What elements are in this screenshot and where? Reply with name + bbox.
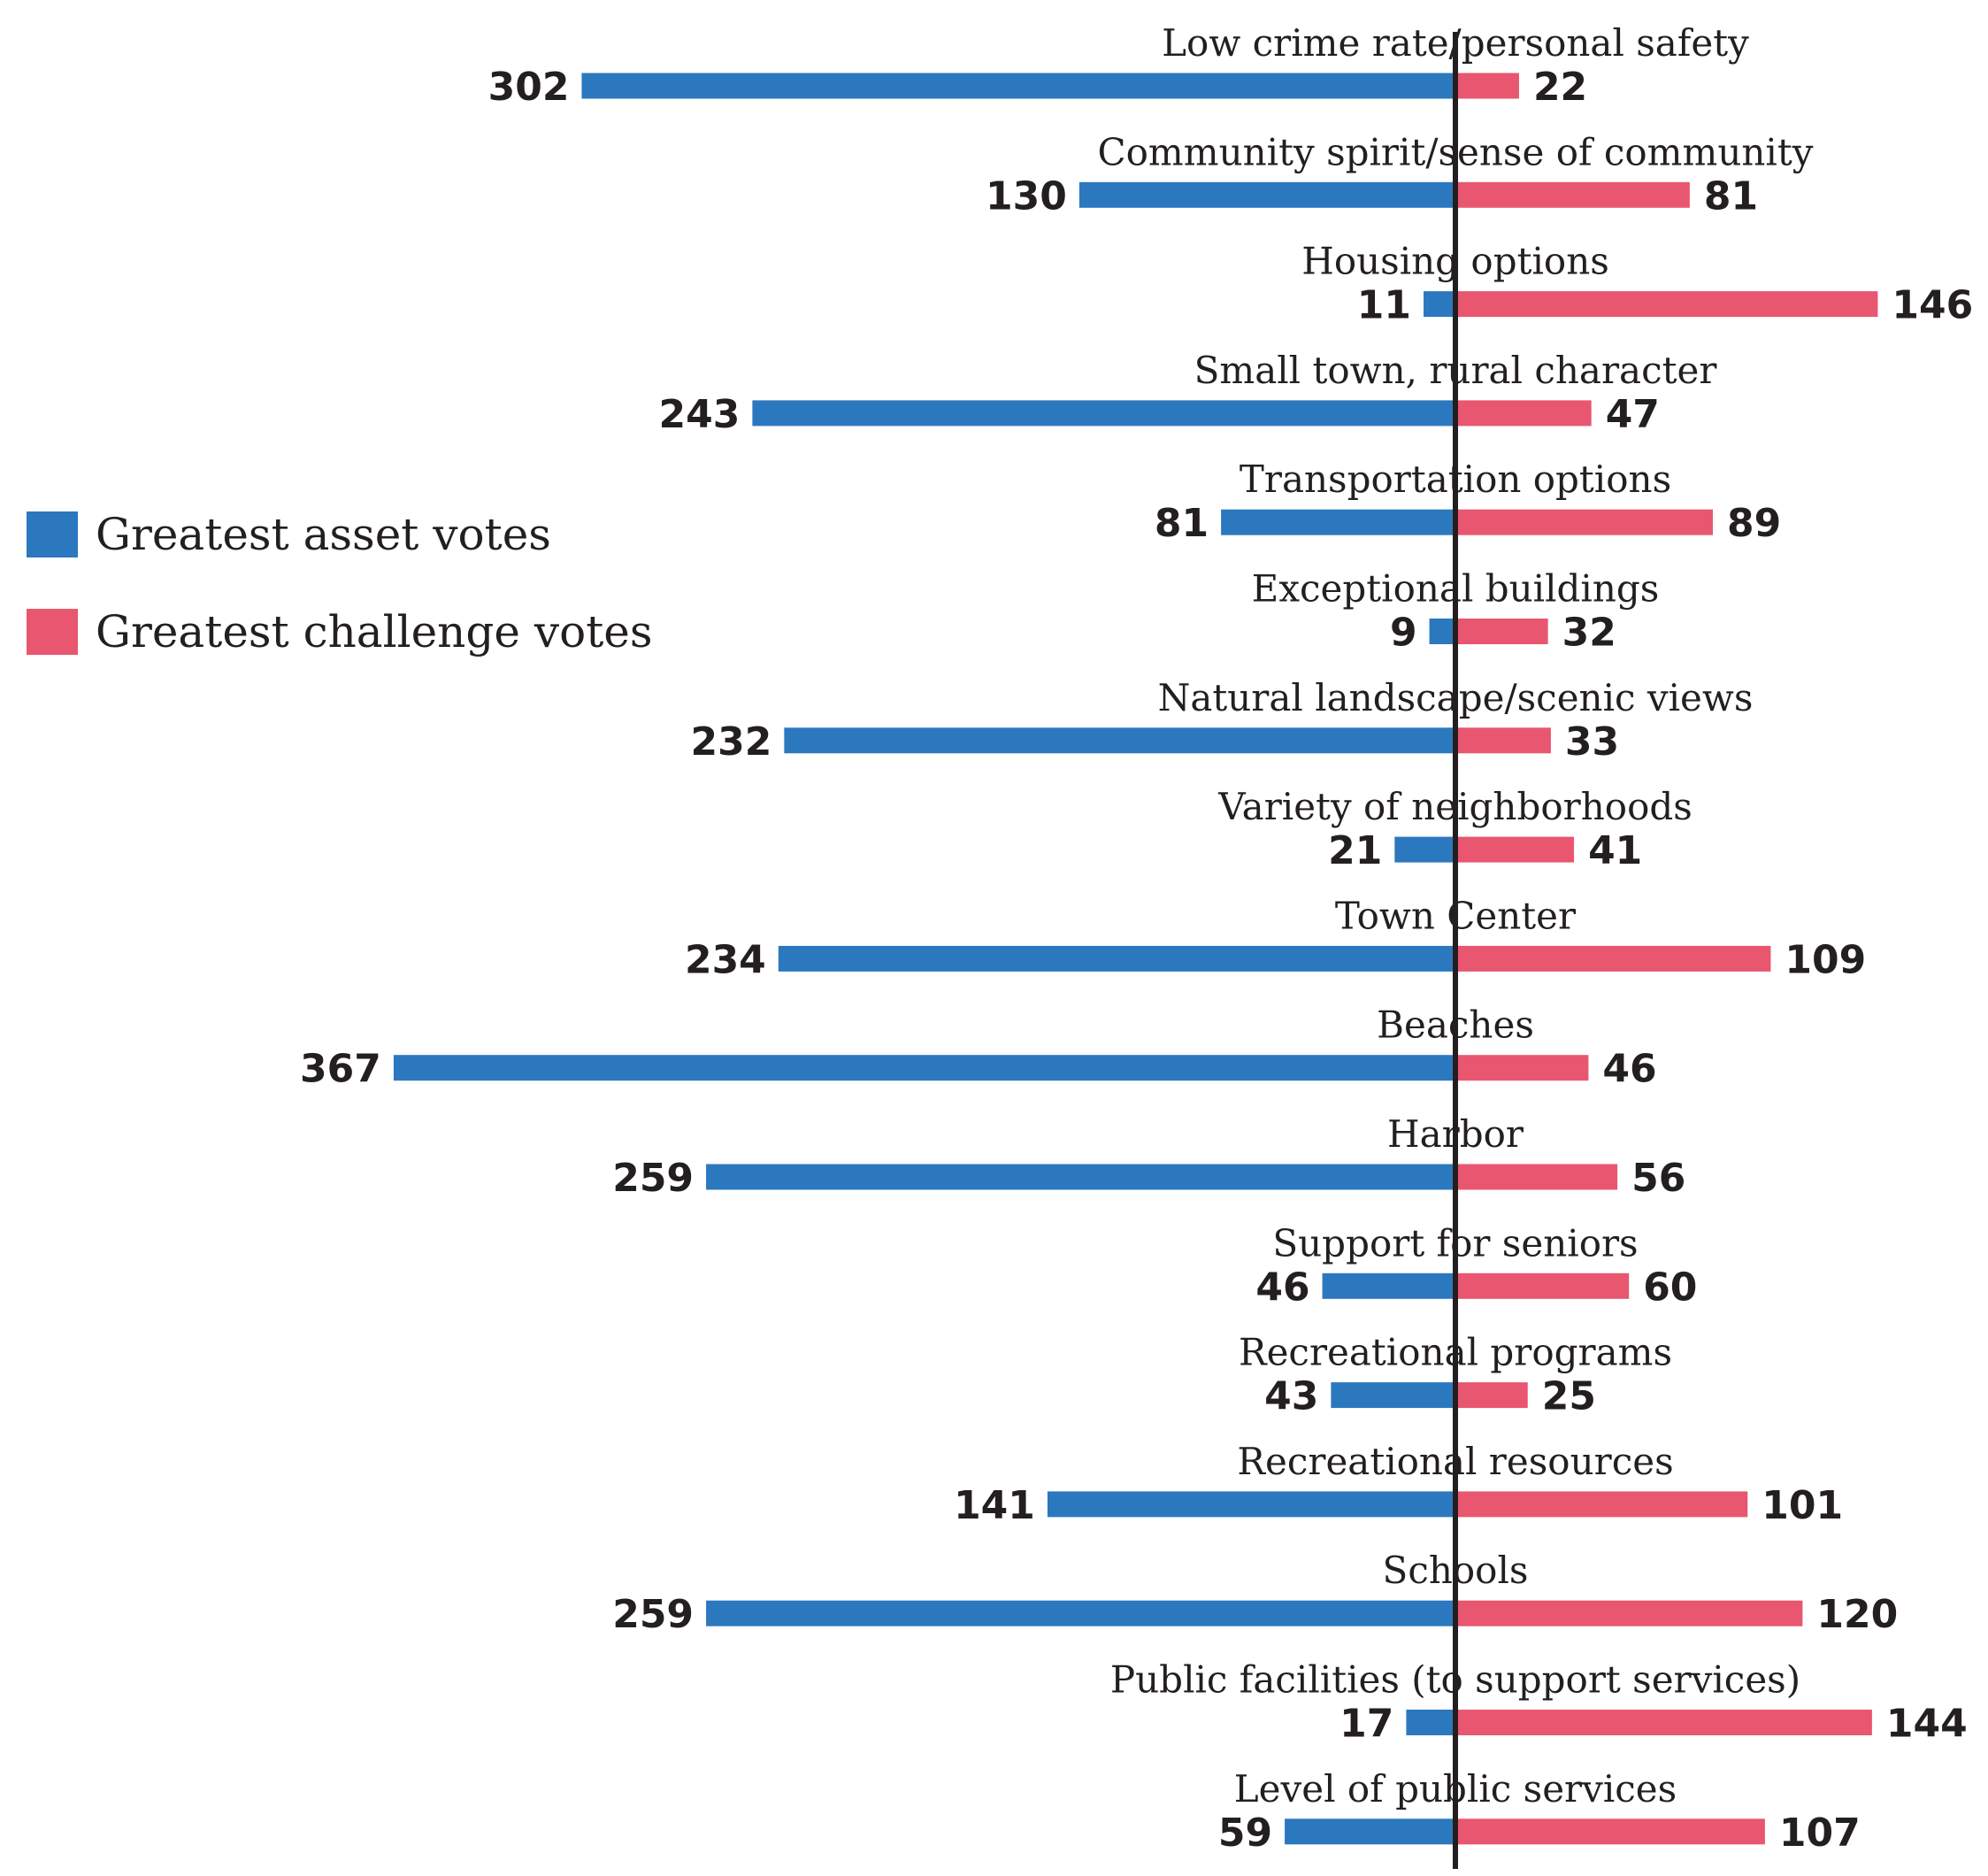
value-label-challenge: 146 [1892,283,1973,328]
value-label-challenge: 46 [1602,1047,1656,1092]
value-label-asset: 43 [1264,1374,1318,1419]
bar-challenge-exceptional-buildings [1455,619,1548,644]
value-label-asset: 367 [300,1047,381,1092]
bar-challenge-variety-of-neighborhoods [1455,836,1575,863]
bar-asset-support-for-seniors [1322,1272,1455,1299]
value-label-challenge: 32 [1562,611,1616,656]
bar-asset-recreational-resources [1047,1491,1455,1518]
value-label-asset: 232 [691,719,772,765]
value-label-asset: 59 [1218,1811,1272,1856]
value-label-challenge: 56 [1631,1156,1685,1201]
value-label-asset: 141 [954,1483,1035,1528]
value-label-asset: 234 [685,937,766,982]
bar-asset-public-facilities-to-support-services [1406,1710,1455,1735]
bar-asset-beaches [393,1055,1455,1081]
bar-asset-level-of-public-services [1285,1818,1455,1845]
bar-challenge-level-of-public-services [1455,1818,1765,1845]
value-label-challenge: 81 [1704,173,1758,219]
value-label-asset: 243 [659,392,741,437]
bar-asset-exceptional-buildings [1429,619,1455,644]
value-label-asset: 130 [986,173,1067,219]
bar-challenge-natural-landscape-scenic-views [1455,727,1551,754]
legend-label-asset: Greatest asset votes [96,509,551,560]
bar-asset-recreational-programs [1331,1382,1455,1409]
value-label-challenge: 107 [1779,1811,1861,1856]
bar-challenge-beaches [1455,1055,1589,1081]
value-label-asset: 9 [1390,611,1417,656]
value-label-asset: 81 [1155,501,1209,546]
legend-swatch-asset [27,511,78,557]
bar-asset-variety-of-neighborhoods [1394,836,1455,863]
bar-asset-community-spirit-sense-of-community [1078,181,1455,208]
value-label-challenge: 22 [1533,65,1587,110]
value-label-asset: 17 [1339,1702,1393,1747]
value-label-challenge: 41 [1588,828,1642,873]
bar-challenge-community-spirit-sense-of-community [1455,181,1690,208]
legend-label-challenge: Greatest challenge votes [96,606,653,657]
value-label-challenge: 25 [1542,1374,1596,1419]
bar-asset-small-town-rural-character [752,400,1455,427]
bar-asset-natural-landscape-scenic-views [784,727,1455,754]
value-label-asset: 259 [612,1156,694,1201]
value-label-challenge: 60 [1643,1265,1697,1310]
bar-challenge-small-town-rural-character [1455,400,1592,427]
bar-challenge-support-for-seniors [1455,1272,1630,1299]
bar-challenge-schools [1455,1600,1803,1626]
value-label-asset: 259 [612,1592,694,1637]
value-label-challenge: 101 [1762,1483,1843,1528]
value-label-challenge: 47 [1606,392,1660,437]
bar-challenge-transportation-options [1455,509,1714,535]
row-public-facilities-to-support-services: Public facilities (to support services)1… [1110,1658,1968,1747]
bar-challenge-low-crime-rate-personal-safety [1455,73,1519,99]
value-label-challenge: 144 [1886,1702,1968,1747]
bar-challenge-recreational-programs [1455,1382,1528,1409]
bar-challenge-public-facilities-to-support-services [1455,1710,1872,1735]
bar-challenge-housing-options [1455,291,1878,318]
bar-asset-town-center [778,945,1455,972]
bar-challenge-harbor [1455,1164,1618,1190]
bar-asset-low-crime-rate-personal-safety [581,73,1455,99]
value-label-asset: 21 [1328,828,1382,873]
legend: Greatest asset votes Greatest challenge … [27,509,653,657]
bar-asset-harbor [706,1164,1455,1190]
bar-asset-schools [706,1600,1455,1626]
legend-swatch-challenge [27,609,78,655]
value-label-challenge: 120 [1816,1592,1898,1637]
bar-asset-housing-options [1424,291,1455,318]
value-label-challenge: 33 [1565,719,1619,765]
value-label-challenge: 109 [1785,937,1866,982]
value-label-asset: 11 [1357,283,1411,328]
value-label-asset: 302 [488,65,570,110]
value-label-asset: 46 [1255,1265,1309,1310]
bar-challenge-recreational-resources [1455,1491,1748,1518]
value-label-challenge: 89 [1727,501,1781,546]
bar-asset-transportation-options [1221,509,1455,535]
bar-challenge-town-center [1455,945,1771,972]
